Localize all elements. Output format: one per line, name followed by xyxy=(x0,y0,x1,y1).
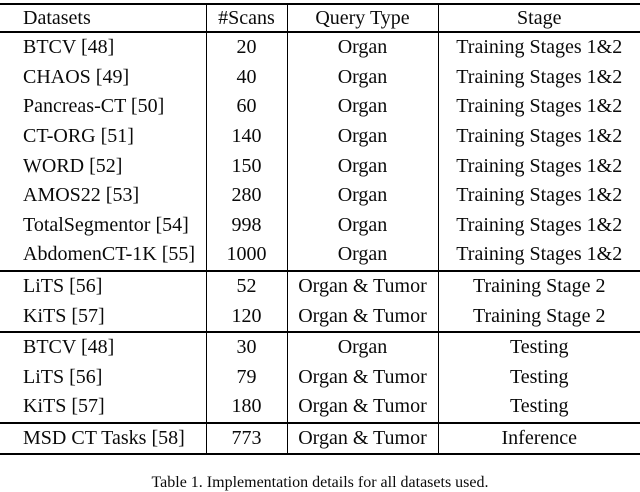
cell-query-type: Organ xyxy=(286,62,438,93)
cell-stage: Training Stages 1&2 xyxy=(437,180,640,211)
cell-scans: 40 xyxy=(205,62,287,93)
cell-datasets: BTCV [48] xyxy=(23,36,115,59)
cell-scans: 140 xyxy=(205,121,287,152)
table-row: WORD [52] 150 Organ Training Stages 1&2 xyxy=(0,151,640,181)
cell-query-type: Organ xyxy=(286,32,438,63)
cell-scans: 773 xyxy=(205,422,287,455)
cell-stage: Training Stage 2 xyxy=(437,270,640,302)
cell-stage: Testing xyxy=(437,392,640,423)
cell-stage: Inference xyxy=(437,422,640,455)
cell-query-type: Organ xyxy=(286,240,438,271)
cell-stage: Training Stages 1&2 xyxy=(437,92,640,122)
table-header: Datasets #Scans Query Type Stage xyxy=(0,4,640,32)
cell-scans: 150 xyxy=(205,151,287,181)
table-row: LiTS [56] 79 Organ & Tumor Testing xyxy=(0,362,640,393)
cell-datasets: LiTS [56] xyxy=(23,365,103,388)
datasets-table: Datasets #Scans Query Type Stage BTCV [4… xyxy=(0,3,640,456)
cell-stage: Training Stages 1&2 xyxy=(437,62,640,93)
column-header-query-type: Query Type xyxy=(286,4,438,32)
cell-datasets: AMOS22 [53] xyxy=(23,184,140,207)
cell-scans: 120 xyxy=(205,301,287,332)
table-row: AMOS22 [53] 280 Organ Training Stages 1&2 xyxy=(0,180,640,211)
cell-scans: 30 xyxy=(205,331,287,363)
cell-query-type: Organ xyxy=(286,180,438,211)
table-row: TotalSegmentor [54] 998 Organ Training Stag… xyxy=(0,210,640,241)
cell-stage: Training Stages 1&2 xyxy=(437,210,640,241)
header-row: Datasets #Scans Query Type Stage xyxy=(0,4,640,32)
table-row: CHAOS [49] 40 Organ Training Stages 1&2 xyxy=(0,62,640,93)
cell-datasets: MSD CT Tasks [58] xyxy=(23,427,185,450)
cell-stage: Training Stages 1&2 xyxy=(437,240,640,271)
table-row: LiTS [56] 52 Organ & Tumor Training Stage 2 xyxy=(0,270,640,302)
table-section-training-stages-1-and-2: BTCV [48] 20 Organ Training Stages 1&2 CHAOS… xyxy=(0,32,640,271)
cell-scans: 79 xyxy=(205,362,287,393)
table-row: BTCV [48] 30 Organ Testing xyxy=(0,331,640,363)
cell-query-type: Organ & Tumor xyxy=(286,301,438,332)
cell-query-type: Organ & Tumor xyxy=(286,422,438,455)
cell-stage: Testing xyxy=(437,362,640,393)
column-header-scans: #Scans xyxy=(205,4,287,32)
table-row: CT-ORG [51] 140 Organ Training Stages 1&2 xyxy=(0,121,640,152)
cell-query-type: Organ & Tumor xyxy=(286,270,438,302)
cell-datasets: LiTS [56] xyxy=(23,275,103,298)
cell-stage: Training Stages 1&2 xyxy=(437,151,640,181)
cell-datasets: BTCV [48] xyxy=(23,336,115,359)
table-row: KiTS [57] 120 Organ & Tumor Training Stage … xyxy=(0,301,640,332)
cell-datasets: WORD [52] xyxy=(23,154,123,177)
cell-datasets: TotalSegmentor [54] xyxy=(23,213,189,236)
cell-query-type: Organ xyxy=(286,92,438,122)
cell-query-type: Organ & Tumor xyxy=(286,362,438,393)
column-header-stage: Stage xyxy=(437,4,640,32)
cell-scans: 998 xyxy=(205,210,287,241)
table-section-inference: MSD CT Tasks [58] 773 Organ & Tumor Inferen… xyxy=(0,422,640,455)
table-row: Pancreas-CT [50] 60 Organ Training Stages 1… xyxy=(0,92,640,122)
table-section-training-stage-2: LiTS [56] 52 Organ & Tumor Training Stage 2… xyxy=(0,270,640,332)
cell-stage: Training Stages 1&2 xyxy=(437,121,640,152)
cell-query-type: Organ xyxy=(286,121,438,152)
column-header-datasets: Datasets xyxy=(23,6,91,29)
cell-query-type: Organ & Tumor xyxy=(286,392,438,423)
table-caption: Table 1. Implementation details for all … xyxy=(151,474,489,491)
cell-query-type: Organ xyxy=(286,151,438,181)
cell-stage: Testing xyxy=(437,331,640,363)
table-section-testing: BTCV [48] 30 Organ Testing LiTS [56] 79 Organ … xyxy=(0,331,640,423)
cell-datasets: KiTS [57] xyxy=(23,304,105,327)
cell-query-type: Organ xyxy=(286,331,438,363)
cell-scans: 60 xyxy=(205,92,287,122)
cell-query-type: Organ xyxy=(286,210,438,241)
cell-scans: 280 xyxy=(205,180,287,211)
cell-datasets: KiTS [57] xyxy=(23,395,105,418)
cell-datasets: Pancreas-CT [50] xyxy=(23,95,165,118)
table-row: KiTS [57] 180 Organ & Tumor Testing xyxy=(0,392,640,423)
cell-stage: Training Stages 1&2 xyxy=(437,32,640,63)
cell-datasets: AbdomenCT-1K [55] xyxy=(23,243,196,266)
table-row: AbdomenCT-1K [55] 1000 Organ Training Stage… xyxy=(0,240,640,271)
cell-scans: 52 xyxy=(205,270,287,302)
cell-stage: Training Stage 2 xyxy=(437,301,640,332)
cell-datasets: CT-ORG [51] xyxy=(23,125,134,148)
cell-scans: 1000 xyxy=(205,240,287,271)
table-row: BTCV [48] 20 Organ Training Stages 1&2 xyxy=(0,32,640,63)
cell-scans: 20 xyxy=(205,32,287,63)
table-row: MSD CT Tasks [58] 773 Organ & Tumor Inferen… xyxy=(0,422,640,455)
cell-scans: 180 xyxy=(205,392,287,423)
cell-datasets: CHAOS [49] xyxy=(23,65,130,88)
